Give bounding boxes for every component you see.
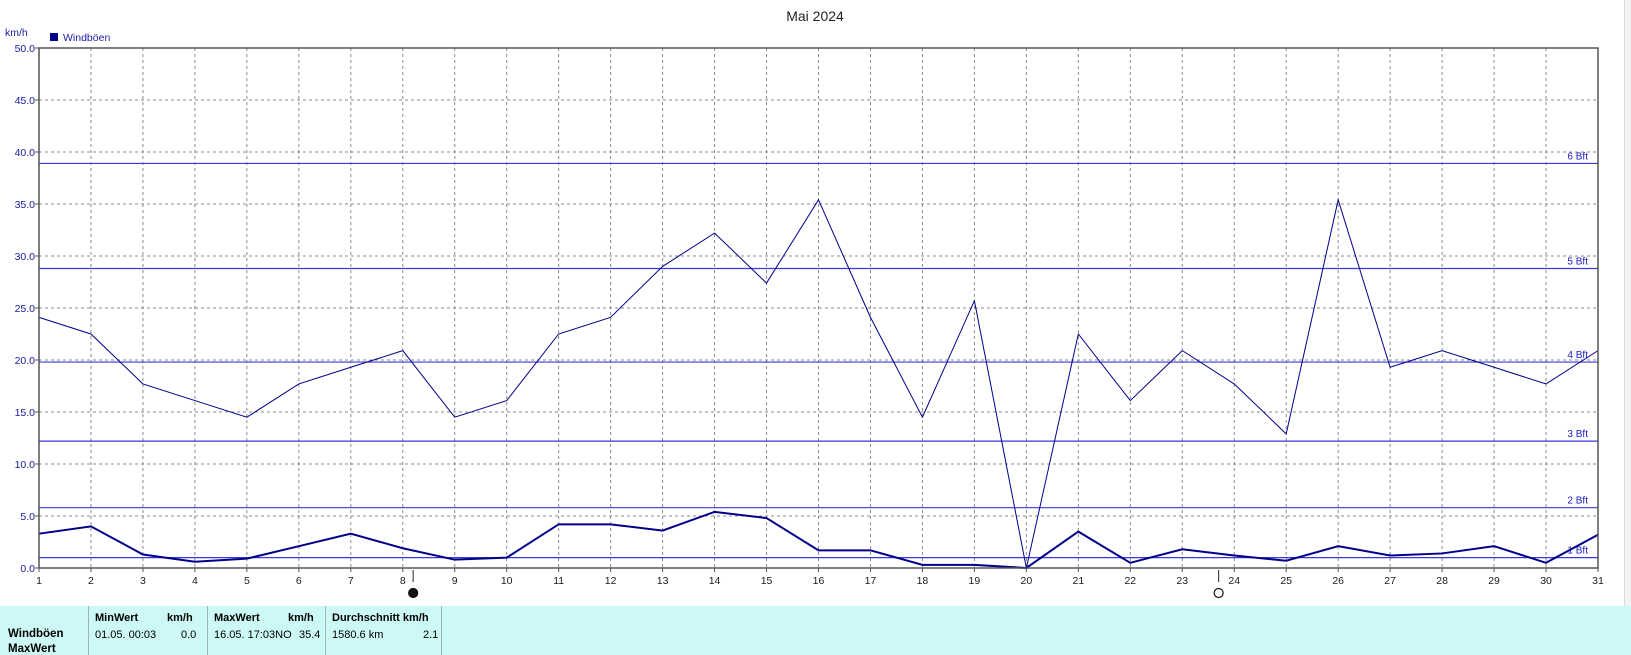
y-tick-label: 25.0 (15, 303, 36, 315)
stats-row-label: MaxWert (8, 643, 56, 655)
x-tick-label: 2 (88, 575, 94, 587)
x-tick-label: 25 (1280, 575, 1292, 587)
new-moon-icon (408, 587, 419, 599)
stats-col-value: 16.05. 17:03NO (214, 629, 292, 641)
stats-col-unit-value: 0.0 (181, 629, 197, 641)
x-tick-label: 6 (296, 575, 302, 587)
legend-swatch (50, 33, 58, 41)
x-tick-label: 30 (1540, 575, 1552, 587)
stats-col-end (441, 606, 442, 655)
y-tick-label: 15.0 (15, 407, 36, 419)
y-tick-label: 30.0 (15, 251, 36, 263)
x-tick-label: 28 (1436, 575, 1448, 587)
x-tick-label: 20 (1021, 575, 1033, 587)
x-tick-label: 17 (865, 575, 877, 587)
moon-phase-markers (408, 570, 1224, 599)
stats-col-unit: km/h (167, 612, 193, 624)
x-tick-label: 4 (192, 575, 198, 587)
x-tick-label: 23 (1176, 575, 1188, 587)
x-tick-label: 12 (605, 575, 617, 587)
stats-col-max: MaxWert km/h 16.05. 17:03NO 35.4 (207, 606, 320, 655)
series-line-windboeen (38, 197, 1599, 569)
series-lines (38, 197, 1599, 570)
stats-col-value: 1580.6 km (332, 629, 384, 641)
x-tick-label: 10 (501, 575, 513, 587)
y-axis-unit: km/h (5, 27, 28, 39)
bft-label: 4 Bft (1567, 350, 1588, 361)
x-tick-label: 14 (709, 575, 721, 587)
y-tick-label: 45.0 (15, 95, 36, 107)
x-tick-label: 27 (1384, 575, 1396, 587)
stats-row-label: Windböen (8, 628, 64, 640)
x-tick-label: 19 (969, 575, 981, 587)
x-tick-label: 3 (140, 575, 146, 587)
x-tick-label: 11 (553, 575, 564, 587)
x-tick-label: 8 (400, 575, 406, 587)
window-scroll-edge (1624, 0, 1631, 606)
stats-table: Windböen MaxWert MinWert km/h 01.05. 00:… (0, 606, 1631, 655)
legend: Windböen (50, 32, 110, 44)
x-tick-label: 24 (1228, 575, 1240, 587)
y-tick-label: 10.0 (15, 459, 36, 471)
chart-title: Mai 2024 (786, 8, 844, 24)
bft-label: 3 Bft (1567, 429, 1588, 440)
bft-label: 6 Bft (1567, 151, 1588, 162)
x-tick-label: 18 (917, 575, 929, 587)
y-tick-label: 40.0 (15, 147, 36, 159)
stats-col-value: 01.05. 00:03 (95, 629, 157, 641)
stats-col-min: MinWert km/h 01.05. 00:03 0.0 (88, 606, 199, 655)
stats-col-unit: km/h (288, 612, 314, 624)
x-tick-label: 15 (761, 575, 773, 587)
beaufort-reference-lines: 1 Bft 2 Bft 3 Bft 4 Bft 5 Bft 6 Bft (39, 151, 1598, 559)
x-tick-label: 7 (348, 575, 354, 587)
stats-col-header: MinWert (95, 612, 139, 624)
grid (39, 48, 1598, 568)
stats-col-unit-value: 35.4 (299, 629, 321, 641)
y-tick-label: 0.0 (20, 563, 35, 575)
stats-col-average: Durchschnitt km/h 1580.6 km 2.1 (325, 606, 441, 655)
x-tick-label: 31 (1592, 575, 1604, 587)
chart-svg: Mai 2024 km/h Windböen 1 Bft 2 Bft 3 Bft 4 … (5, 8, 1604, 599)
stats-col-unit-value: 2.1 (423, 629, 439, 641)
x-tick-label: 26 (1332, 575, 1344, 587)
series-line-mean (38, 510, 1599, 570)
x-tick-label: 9 (452, 575, 458, 587)
axes: 0.0 5.0 10.0 15.0 20.0 25.0 30.0 35.0 40.0 45.0 50… (15, 43, 1604, 587)
x-tick-label: 29 (1488, 575, 1500, 587)
x-tick-label: 21 (1072, 575, 1084, 587)
x-tick-label: 5 (244, 575, 250, 587)
bft-label: 2 Bft (1567, 496, 1588, 507)
y-tick-label: 35.0 (15, 199, 36, 211)
stats-col-header: Durchschnitt km/h (332, 612, 429, 624)
full-moon-icon (1213, 587, 1224, 599)
bft-label: 1 Bft (1567, 546, 1588, 557)
legend-label: Windböen (63, 32, 110, 44)
bft-label: 5 Bft (1567, 256, 1588, 267)
y-tick-label: 50.0 (15, 43, 36, 55)
x-tick-label: 1 (36, 575, 42, 587)
stats-col-header: MaxWert (214, 612, 260, 624)
x-tick-label: 13 (657, 575, 669, 587)
x-tick-label: 22 (1124, 575, 1136, 587)
y-tick-label: 5.0 (20, 511, 35, 523)
x-tick-label: 16 (813, 575, 825, 587)
y-tick-label: 20.0 (15, 355, 36, 367)
